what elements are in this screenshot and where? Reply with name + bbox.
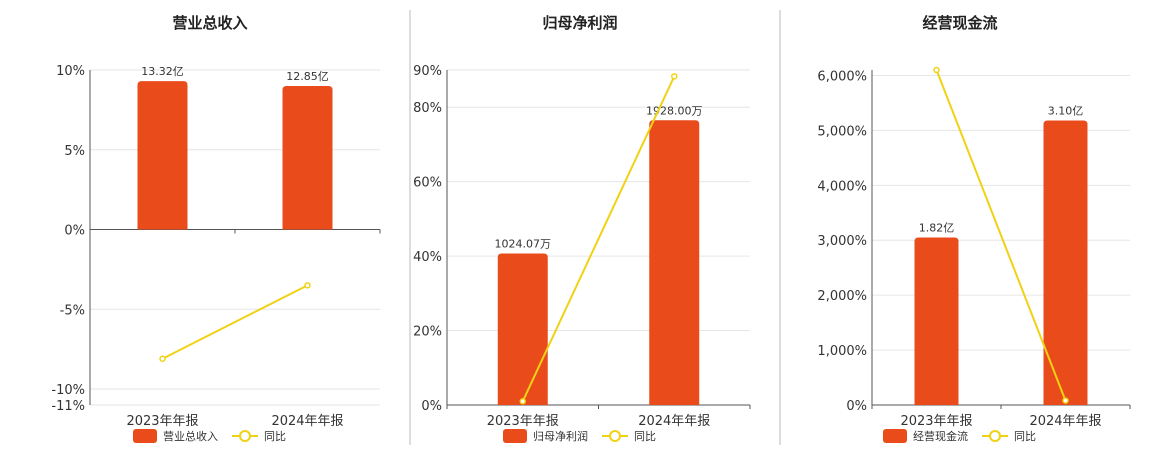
line-series [935,69,1067,401]
legend-line-label: 同比 [634,430,656,443]
bar-data-label: 1.82亿 [919,222,955,235]
y-tick-label: 5% [64,144,85,159]
legend-line-label: 同比 [264,430,286,443]
chart-2: 归母净利润 0% 20% 40% 60% 80% 90% 2023年年报 2024年年报 1024… [413,14,751,443]
x-tick-label: 2023年年报 [487,414,559,429]
legend-line-marker [239,430,251,442]
chart-title: 营业总收入 [172,14,247,32]
legend-bar-label: 营业总收入 [163,429,218,443]
legend-bar-swatch [503,429,527,443]
line-series [521,75,676,402]
chart-title: 经营现金流 [922,14,997,32]
line-point [933,66,940,74]
y-tick-label: 0% [421,399,442,414]
legend-line-marker [989,430,1001,442]
y-tick-label: 20% [413,325,442,340]
bar-data-label: 1928.00万 [646,104,703,117]
x-tick-label: 2024年年报 [271,414,343,429]
y-tick-label: -10% [51,383,85,398]
bar-data-label: 3.10亿 [1048,105,1084,118]
x-tick-label: 2024年年报 [1029,414,1101,429]
bar [914,237,959,405]
y-tick-label: 5,000% [817,124,867,139]
y-tick-label: 40% [413,250,442,265]
y-tick-label: 3,000% [817,234,867,249]
bar [282,85,333,230]
x-tick-label: 2023年年报 [900,414,972,429]
bar [137,81,188,230]
chart-3: 经营现金流 0% 1,000% 2,000% 3,000% 4,000% 5,000% 6,0… [817,14,1131,443]
y-tick-label: -5% [60,303,85,318]
bar [1043,120,1088,405]
line-point [519,398,526,405]
x-tick-label: 2024年年报 [638,414,710,429]
y-tick-label: 6,000% [817,69,867,84]
y-tick-label: 80% [413,101,442,116]
y-tick-label: 10% [56,64,85,79]
legend-bar-label: 经营现金流 [913,429,968,443]
line-point [159,355,166,362]
y-tick-label: 4,000% [817,179,867,194]
legend-bar-swatch [883,429,907,443]
y-tick-label: -11% [51,399,85,414]
y-tick-label: 90% [413,64,442,79]
bar-data-label: 13.32亿 [141,65,184,78]
line-series [162,284,308,360]
bar-data-label: 1024.07万 [495,238,552,251]
y-tick-label: 2,000% [817,289,867,304]
y-tick-label: 1,000% [817,344,867,359]
legend-line-marker [609,430,621,442]
legend-bar-label: 归母净利润 [533,429,588,443]
y-tick-label: 0% [64,224,85,239]
legend-bar-swatch [133,429,157,443]
bar [497,253,548,405]
y-tick-label: 60% [413,176,442,191]
bar [649,120,700,405]
legend-line-label: 同比 [1014,430,1036,443]
chart-1: 营业总收入 10% 5% 0% -5% -10%-11% 2023年年报 2024年年报 13.… [51,14,381,443]
line-point [671,73,678,80]
chart-title: 归母净利润 [542,14,617,32]
x-tick-label: 2023年年报 [126,414,198,429]
line-point [1062,397,1069,404]
bar-data-label: 12.85亿 [286,70,329,83]
y-tick-label: 0% [846,399,867,414]
line-point [304,282,311,289]
